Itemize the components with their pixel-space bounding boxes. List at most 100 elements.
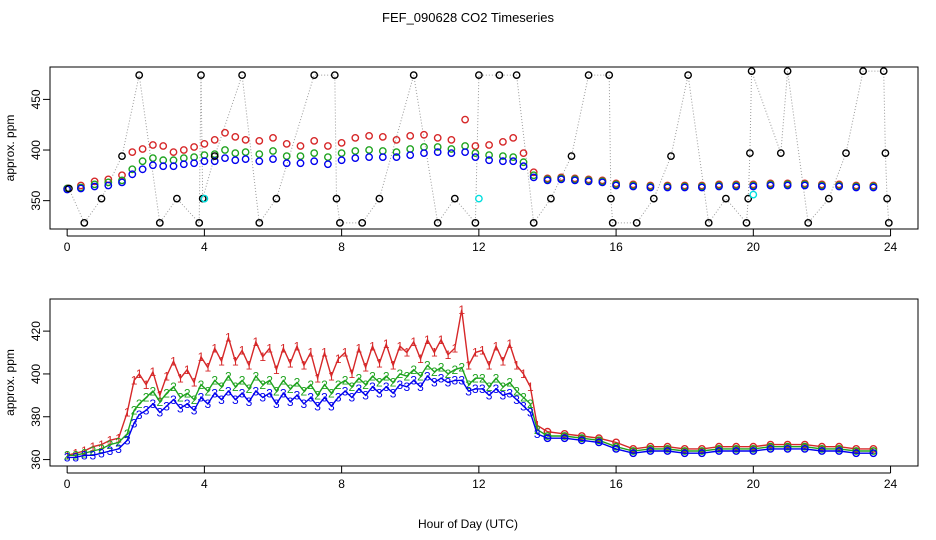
point-marker: 2 [472,371,479,385]
data-point [749,190,758,199]
data-point [646,183,655,192]
data-point [512,71,521,80]
point-marker: 1 [232,354,239,368]
data-point [335,218,344,227]
data-point [148,141,157,149]
point-marker: 1 [81,444,88,458]
data-point [584,71,593,80]
data-point [90,177,99,186]
point-marker: 3 [287,395,294,409]
point-marker: 3 [294,389,301,403]
point-marker: 2 [156,395,163,409]
data-point [495,71,504,80]
point-marker: 3 [239,386,246,400]
point-marker: 3 [218,393,225,407]
data-point [732,447,741,455]
point-marker: 1 [383,337,390,351]
data-point [118,152,126,161]
data-point [543,434,552,443]
point-marker: 3 [259,391,266,405]
data-point [529,218,538,227]
point-marker: 3 [362,389,369,403]
point-marker: 3 [383,380,390,394]
point-marker: 2 [98,442,105,456]
point-marker: 2 [390,376,397,390]
x-tick-label: 16 [609,240,623,254]
data-point [447,149,456,158]
data-point [148,154,157,163]
data-point [749,182,758,191]
point-marker: 2 [90,444,97,458]
point-marker: 2 [506,376,513,390]
point-marker: 1 [98,438,105,452]
point-marker: 1 [170,354,177,368]
data-point [255,218,264,227]
y-tick-label: 350 [29,190,43,210]
data-point [471,153,480,162]
data-point [715,447,723,455]
point-marker: 2 [170,380,177,394]
data-point [392,148,401,157]
data-point [632,218,641,227]
data-point [776,149,785,158]
point-marker: 2 [445,367,452,381]
data-point [498,137,507,146]
data-point [732,182,741,191]
data-point [138,145,147,153]
data-point [509,157,518,166]
series-line [67,364,874,456]
point-marker: 2 [321,378,328,392]
data-point [358,218,367,227]
data-point [128,165,137,174]
point-marker: 3 [438,371,445,385]
data-point [663,183,672,192]
point-marker: 3 [376,386,383,400]
point-marker: 2 [252,369,259,383]
data-point [200,157,209,166]
data-point [323,142,332,150]
point-marker: 1 [417,352,424,366]
data-point [519,149,528,158]
point-marker: 2 [307,378,314,392]
point-marker: 3 [184,397,191,411]
y-tick-label: 380 [29,406,43,426]
point-marker: 1 [156,389,163,403]
data-point [509,133,518,142]
data-point [148,161,157,170]
data-point [584,177,593,186]
point-marker: 2 [184,386,191,400]
data-point [629,182,638,191]
data-point [835,447,843,455]
data-point [365,153,373,162]
data-point [766,181,775,190]
point-marker: 3 [465,384,472,398]
data-point [269,133,277,142]
data-point [97,194,106,203]
point-marker: 2 [349,380,356,394]
data-point [557,175,566,184]
point-marker: 2 [124,427,131,441]
point-marker: 1 [307,346,314,360]
point-marker: 2 [451,363,458,377]
point-marker: 2 [163,386,170,400]
point-marker: 3 [479,382,486,396]
data-point [378,153,387,162]
point-marker: 1 [143,378,150,392]
data-point [210,152,219,161]
x-tick-label: 8 [338,477,345,491]
point-marker: 3 [458,374,465,388]
x-tick-label: 20 [747,477,761,491]
point-marker: 2 [328,386,335,400]
point-marker: 3 [107,444,114,458]
data-point [649,194,658,203]
data-point [529,173,538,182]
data-point [835,182,843,191]
point-marker: 3 [342,384,349,398]
point-marker: 3 [445,376,452,390]
point-marker: 2 [431,365,438,379]
point-marker: 1 [335,352,342,366]
point-marker: 3 [355,382,362,396]
data-point [461,148,469,157]
point-marker: 2 [362,378,369,392]
